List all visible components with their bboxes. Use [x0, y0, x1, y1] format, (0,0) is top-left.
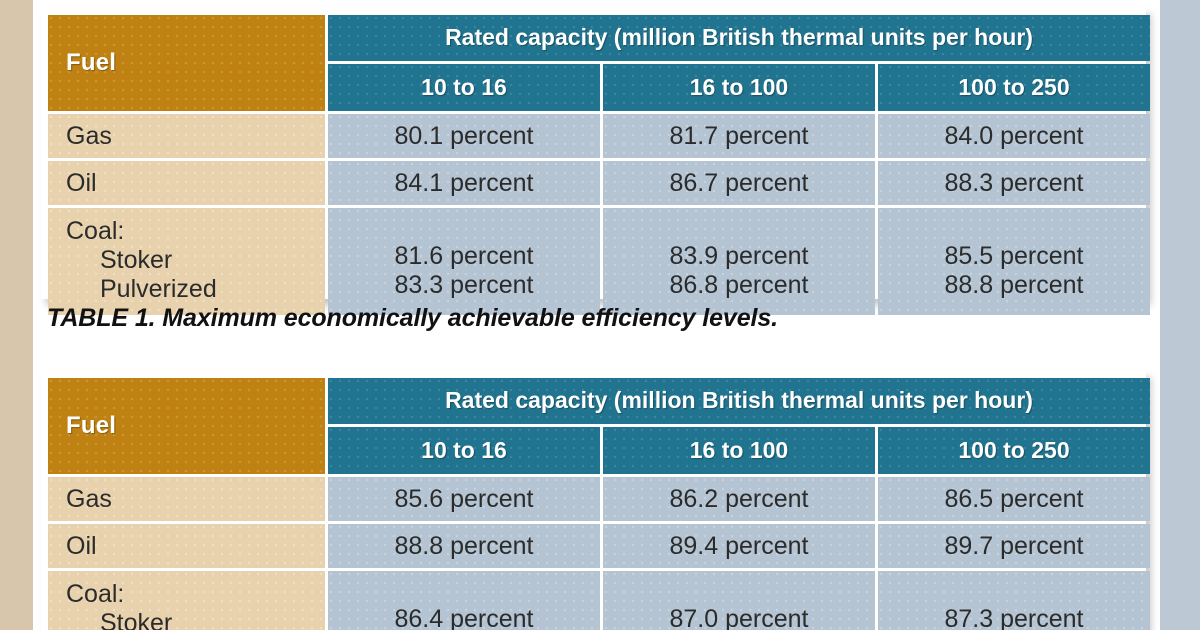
table-1-fuel-header: Fuel	[48, 15, 325, 111]
table-row: Gas 85.6 percent 86.2 percent 86.5 perce…	[48, 477, 1151, 521]
table-1: Fuel Rated capacity (million British the…	[45, 12, 1153, 318]
table-2-row-2-fuel-label: Coal:	[66, 580, 125, 608]
table-row: Coal: Stoker Pulverized 86.4 percent 88.…	[48, 571, 1151, 630]
table-1-row-2-fuel: Coal: Stoker Pulverized	[48, 208, 325, 315]
table-1-row-2-value-0-pulverized: 83.3 percent	[394, 271, 534, 299]
table-2-row-2-value-0-stoker: 86.4 percent	[394, 605, 534, 630]
table-1-row-1-value-1: 86.7 percent	[603, 161, 875, 205]
table-row: Gas 80.1 percent 81.7 percent 84.0 perce…	[48, 114, 1151, 158]
table-row: Coal: Stoker Pulverized 81.6 percent 83.…	[48, 208, 1151, 315]
table-2-col-header-0: 10 to 16	[328, 426, 600, 474]
table-2-header-row-1: Fuel Rated capacity (million British the…	[48, 378, 1151, 474]
table-1-row-0-value-2: 84.0 percent	[878, 114, 1151, 158]
table-1-row-0-value-1: 81.7 percent	[603, 114, 875, 158]
table-2-fuel-header: Fuel	[48, 378, 325, 474]
table-2-row-1-value-0: 88.8 percent	[328, 524, 600, 568]
spacer	[328, 586, 600, 605]
table-1-header-row-2: 10 to 16 16 to 100 100 to 250	[48, 63, 1151, 111]
document-content: Fuel Rated capacity (million British the…	[33, 0, 1160, 630]
table-1-row-2-value-1-stoker: 83.9 percent	[669, 242, 809, 270]
table-2: Fuel Rated capacity (million British the…	[45, 375, 1153, 630]
table-2-row-0-value-1: 86.2 percent	[603, 477, 875, 521]
table-1-caption: TABLE 1. Maximum economically achievable…	[47, 304, 778, 332]
table-1-row-2-value-1: 83.9 percent 86.8 percent	[603, 208, 875, 315]
table-1-row-2-value-2-stoker: 85.5 percent	[944, 242, 1084, 270]
table-1-header-row-1: Fuel Rated capacity (million British the…	[48, 15, 1151, 111]
table-1-col-header-2: 100 to 250	[878, 63, 1151, 111]
table-1-row-2-fuel-label: Coal:	[66, 217, 125, 245]
table-1-container: Fuel Rated capacity (million British the…	[41, 8, 1151, 315]
table-2-row-1-value-2: 89.7 percent	[878, 524, 1151, 568]
table-1-row-0-value-0: 80.1 percent	[328, 114, 600, 158]
table-1-row-1-value-2: 88.3 percent	[878, 161, 1151, 205]
table-2-col-header-2: 100 to 250	[878, 426, 1151, 474]
table-2-row-2-value-2: 87.3 percent 89.4 percent	[878, 571, 1151, 630]
table-2-row-2-value-2-stoker: 87.3 percent	[944, 605, 1084, 630]
table-2-capacity-header: Rated capacity (million British thermal …	[328, 378, 1151, 424]
table-1-row-2-value-0: 81.6 percent 83.3 percent	[328, 208, 600, 315]
table-1-row-1-fuel: Oil	[48, 161, 325, 205]
table-2-container: Fuel Rated capacity (million British the…	[41, 371, 1151, 630]
spacer	[603, 223, 875, 242]
table-1-row-2-value-2-pulverized: 88.8 percent	[944, 271, 1084, 299]
table-1-row-2-value-1-pulverized: 86.8 percent	[669, 271, 809, 299]
table-2-row-1-fuel: Oil	[48, 524, 325, 568]
table-2-row-2-fuel: Coal: Stoker Pulverized	[48, 571, 325, 630]
right-margin-strip	[1160, 0, 1200, 630]
table-2-row-1-value-1: 89.4 percent	[603, 524, 875, 568]
table-2-row-0-value-2: 86.5 percent	[878, 477, 1151, 521]
table-1-row-2-value-2: 85.5 percent 88.8 percent	[878, 208, 1151, 315]
table-2-row-2-sublabel-0: Stoker	[100, 609, 173, 630]
table-1-row-2-sublabel-1: Pulverized	[100, 275, 217, 303]
table-1-row-2-sublabel-0: Stoker	[100, 246, 173, 274]
table-2-row-0-value-0: 85.6 percent	[328, 477, 600, 521]
spacer	[328, 223, 600, 242]
spacer	[603, 586, 875, 605]
spacer	[878, 586, 1150, 605]
left-margin-strip	[0, 0, 33, 630]
table-row: Oil 84.1 percent 86.7 percent 88.3 perce…	[48, 161, 1151, 205]
table-1-col-header-0: 10 to 16	[328, 63, 600, 111]
table-2-header-row-2: 10 to 16 16 to 100 100 to 250	[48, 426, 1151, 474]
table-2-row-2-value-1: 87.0 percent 89.1 percent	[603, 571, 875, 630]
table-row: Oil 88.8 percent 89.4 percent 89.7 perce…	[48, 524, 1151, 568]
table-2-row-2-value-1-stoker: 87.0 percent	[669, 605, 809, 630]
table-1-row-1-value-0: 84.1 percent	[328, 161, 600, 205]
table-2-row-0-fuel: Gas	[48, 477, 325, 521]
table-1-col-header-1: 16 to 100	[603, 63, 875, 111]
table-2-row-2-value-0: 86.4 percent 88.5 percent	[328, 571, 600, 630]
table-2-col-header-1: 16 to 100	[603, 426, 875, 474]
table-1-capacity-header: Rated capacity (million British thermal …	[328, 15, 1151, 61]
table-1-row-2-value-0-stoker: 81.6 percent	[394, 242, 534, 270]
spacer	[878, 223, 1150, 242]
table-1-row-0-fuel: Gas	[48, 114, 325, 158]
